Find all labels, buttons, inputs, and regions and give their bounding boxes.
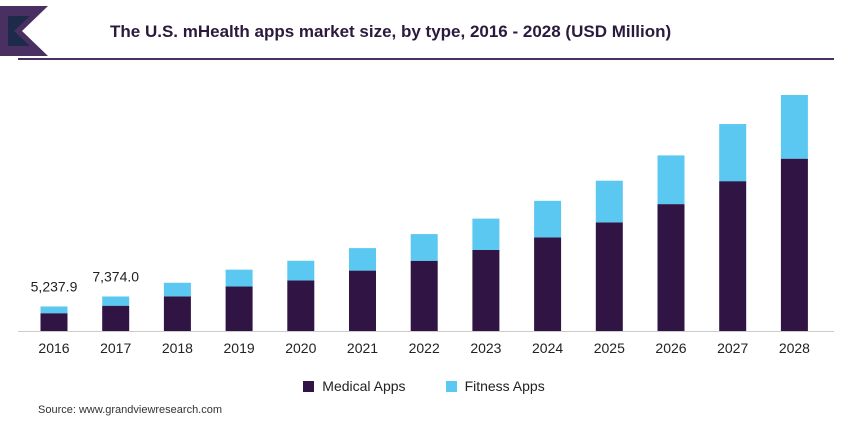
title-divider <box>18 58 834 60</box>
legend-label-medical: Medical Apps <box>322 378 406 394</box>
x-tick-label-2027: 2027 <box>717 340 748 356</box>
bar-medical-2021 <box>349 270 376 331</box>
x-tick-label-2019: 2019 <box>224 340 255 356</box>
bar-medical-2024 <box>534 237 562 331</box>
bar-medical-2028 <box>780 158 808 331</box>
bar-medical-2026 <box>657 204 685 331</box>
bar-fitness-2019 <box>225 269 253 287</box>
x-tick-label-2018: 2018 <box>162 340 193 356</box>
bar-medical-2027 <box>719 181 747 331</box>
bar-medical-2020 <box>287 280 315 331</box>
source-note: Source: www.grandviewresearch.com <box>38 404 223 416</box>
x-tick-label-2017: 2017 <box>100 340 131 356</box>
bar-fitness-2018 <box>163 282 191 297</box>
x-tick-label-2026: 2026 <box>655 340 686 356</box>
bar-medical-2017 <box>102 305 130 331</box>
bar-fitness-2025 <box>595 180 623 223</box>
bar-fitness-2016 <box>40 306 68 314</box>
x-tick-label-2022: 2022 <box>409 340 440 356</box>
bar-fitness-2021 <box>349 248 376 271</box>
bar-fitness-2027 <box>719 124 747 182</box>
bar-medical-2018 <box>163 296 191 331</box>
legend-swatch-medical <box>303 380 315 392</box>
legend-swatch-fitness <box>445 380 457 392</box>
brand-logo-icon <box>0 6 48 56</box>
x-tick-label-2016: 2016 <box>38 340 69 356</box>
legend-item-fitness: Fitness Apps <box>445 378 545 394</box>
bar-medical-2023 <box>472 249 500 331</box>
x-tick-label-2024: 2024 <box>532 340 563 356</box>
chart-plot: 2016 2017 2018 2019 2020 2021 2022 2023 2024 2025… <box>18 95 834 356</box>
x-tick-label-2028: 2028 <box>779 340 810 356</box>
bar-fitness-2028 <box>780 95 808 159</box>
bar-medical-2019 <box>225 286 253 331</box>
data-label-2017: 7,374.0 <box>92 268 139 284</box>
legend-item-medical: Medical Apps <box>303 378 406 394</box>
x-tick-label-2025: 2025 <box>594 340 625 356</box>
bar-fitness-2017 <box>102 296 130 306</box>
x-tick-label-2020: 2020 <box>285 340 316 356</box>
bar-medical-2025 <box>595 222 623 331</box>
chart-title: The U.S. mHealth apps market size, by ty… <box>110 22 672 41</box>
x-tick-label-2023: 2023 <box>470 340 501 356</box>
bar-fitness-2024 <box>534 200 562 238</box>
bar-fitness-2020 <box>287 260 315 281</box>
data-label-2016: 5,237.9 <box>31 278 78 294</box>
chart-legend: Medical Apps Fitness Apps <box>0 378 848 394</box>
bar-fitness-2026 <box>657 155 685 205</box>
bar-medical-2022 <box>410 260 438 331</box>
bar-fitness-2022 <box>410 234 438 261</box>
legend-label-fitness: Fitness Apps <box>464 378 545 394</box>
x-tick-label-2021: 2021 <box>347 340 378 356</box>
bar-medical-2016 <box>40 313 68 331</box>
bar-fitness-2023 <box>472 218 500 250</box>
